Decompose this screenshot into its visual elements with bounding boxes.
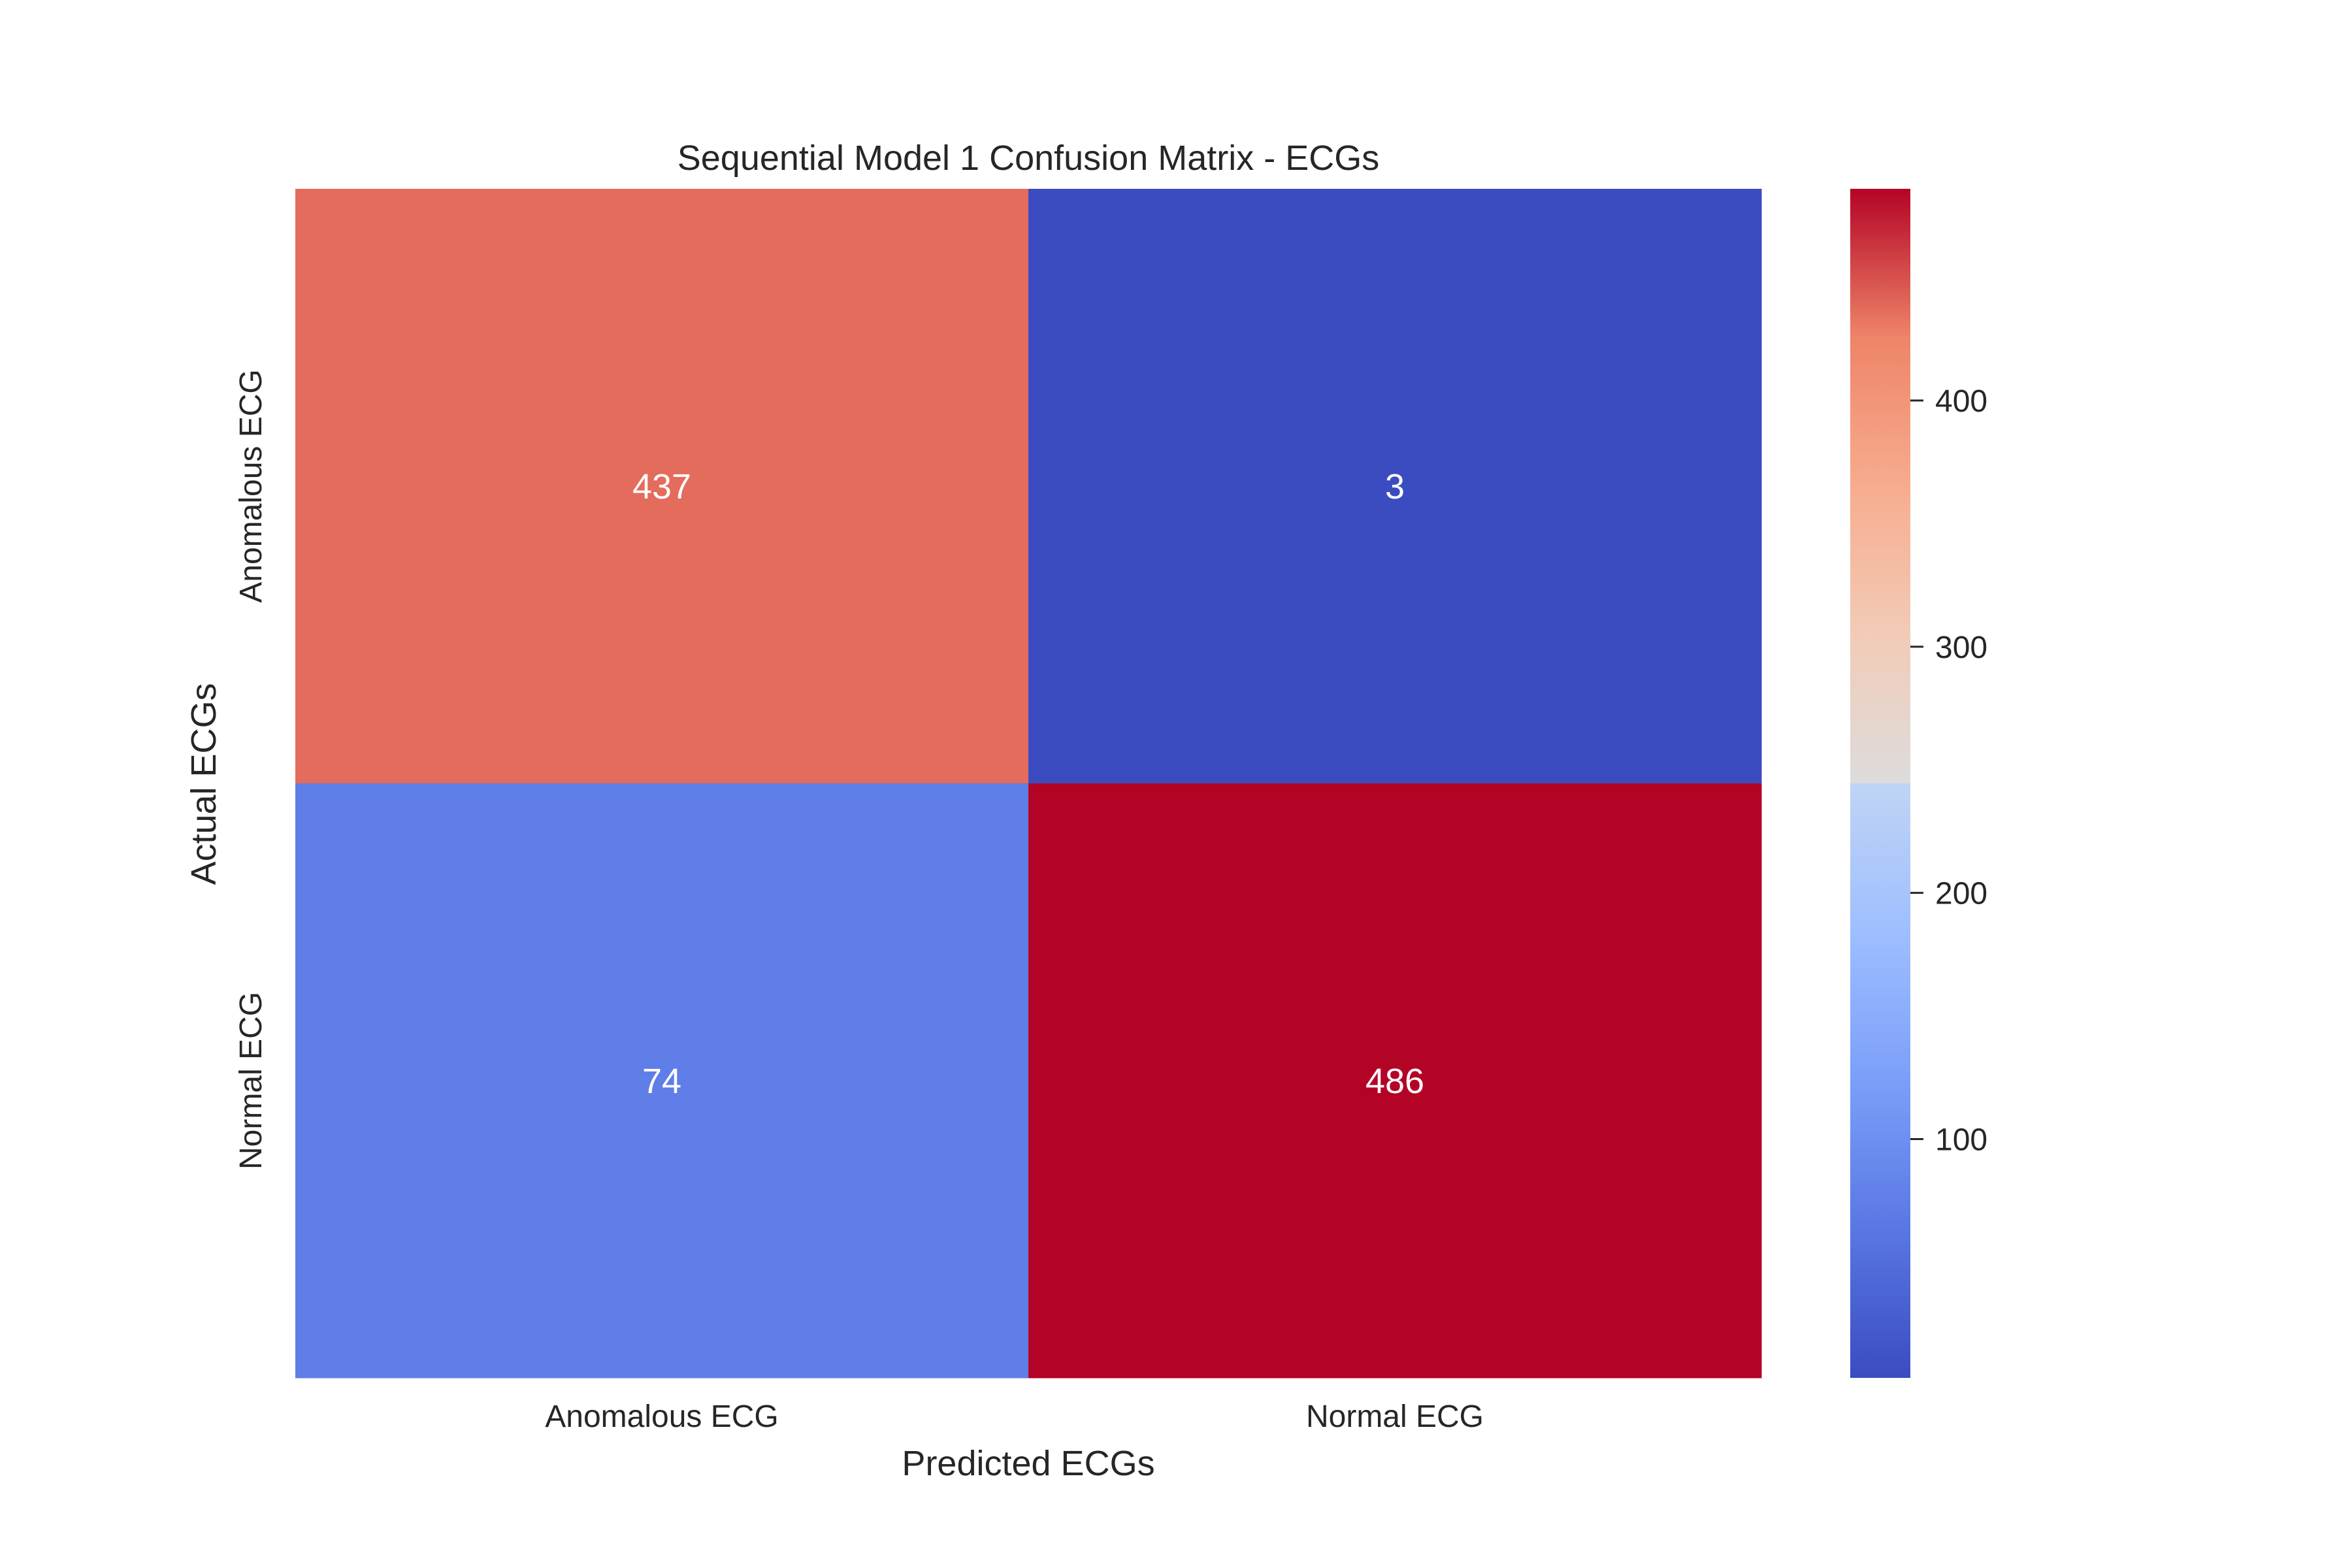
cell-annotations: 437 3 74 486 (632, 467, 1424, 1101)
y-axis-label: Actual ECGs (184, 683, 223, 885)
colorbar-ticks: 100 200 300 400 (1910, 384, 1987, 1157)
chart-title: Sequential Model 1 Confusion Matrix - EC… (678, 139, 1380, 178)
x-tick-label-1: Normal ECG (1306, 1399, 1484, 1434)
colorbar-tick-label-3: 400 (1935, 384, 1987, 419)
heatmap-cell-r0-c1 (1028, 189, 1762, 784)
y-tick-label-1: Normal ECG (234, 992, 269, 1169)
y-tick-labels: Anomalous ECG Normal ECG (234, 369, 269, 1169)
x-axis-label: Predicted ECGs (902, 1444, 1154, 1483)
colorbar-tick-label-0: 100 (1935, 1122, 1987, 1157)
heatmap-cell-r0-c0 (295, 189, 1029, 784)
x-tick-label-0: Anomalous ECG (545, 1399, 779, 1434)
heatmap-cell-r1-c1 (1028, 783, 1762, 1379)
cell-value-r1-c0: 74 (642, 1062, 681, 1101)
y-tick-label-0: Anomalous ECG (234, 369, 269, 603)
cell-value-r0-c0: 437 (632, 467, 691, 506)
colorbar (1850, 189, 1910, 1378)
colorbar-tick-label-2: 300 (1935, 630, 1987, 665)
heatmap-cell-r1-c0 (295, 783, 1029, 1379)
cell-value-r1-c1: 486 (1365, 1062, 1424, 1101)
colorbar-tick-label-1: 200 (1935, 877, 1987, 911)
heatmap-cells (295, 189, 1762, 1379)
cell-value-r0-c1: 3 (1385, 467, 1405, 506)
x-tick-labels: Anomalous ECG Normal ECG (545, 1399, 1484, 1434)
